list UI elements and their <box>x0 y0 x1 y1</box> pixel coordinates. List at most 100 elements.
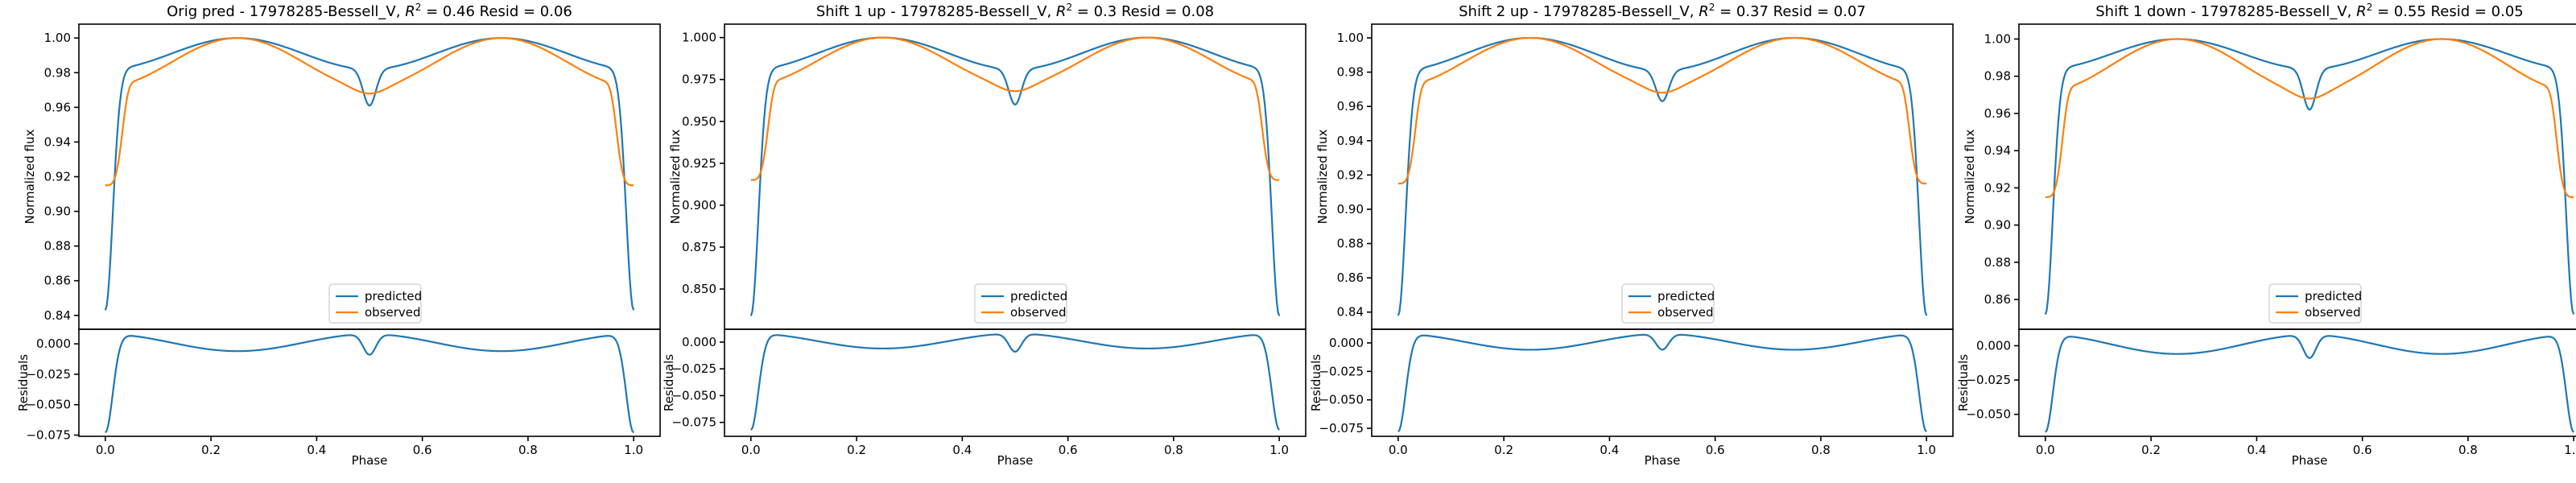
y-tick-label-top: 0.96 <box>44 100 71 114</box>
y-tick-label-bottom: 0.000 <box>1976 338 2011 353</box>
x-tick-label: 0.0 <box>2036 443 2055 457</box>
x-tick-label: 1.0 <box>1269 443 1289 457</box>
x-tick-label: 0.4 <box>952 443 972 457</box>
legend-label-observed: observed <box>1010 305 1067 320</box>
y-tick-label-top: 0.925 <box>682 156 716 171</box>
y-tick-label-top: 1.000 <box>682 31 716 45</box>
bottom-axes-frame <box>2018 328 2576 437</box>
y-tick-label-bottom: −0.025 <box>671 361 716 376</box>
legend-label-predicted: predicted <box>1657 289 1715 303</box>
x-tick-label: 0.4 <box>1600 443 1619 457</box>
y-tick-label-top: 0.94 <box>1984 143 2011 158</box>
legend-label-observed: observed <box>365 305 421 320</box>
y-axis-label-bottom: Residuals <box>16 354 31 411</box>
x-tick-label: 0.0 <box>1389 443 1408 457</box>
legend: predicted observed <box>328 283 422 324</box>
legend-label-predicted: predicted <box>1010 289 1067 303</box>
legend: predicted observed <box>2268 283 2362 324</box>
y-tick-label-bottom: 0.000 <box>682 335 716 349</box>
series-line-observed <box>105 37 634 187</box>
top-axes-frame <box>78 23 661 330</box>
x-tick-label: 0.4 <box>307 443 326 457</box>
chart-panel-4: Shift 1 down - 17978285-Bessell_V, R2 = … <box>1956 2 2576 468</box>
y-tick-label-top: 0.84 <box>1337 305 1364 320</box>
series-line-observed <box>750 36 1280 181</box>
x-tick-label: 0.2 <box>1494 443 1513 457</box>
y-tick-label-top: 1.00 <box>44 31 71 45</box>
y-tick-label-top: 0.975 <box>682 72 716 87</box>
x-tick-label: 0.0 <box>96 443 115 457</box>
x-axis-label: Phase <box>997 453 1034 468</box>
y-tick-label-top: 0.90 <box>1984 218 2011 233</box>
y-tick-label-bottom: −0.075 <box>1319 421 1364 436</box>
y-tick-label-top: 0.90 <box>1337 202 1364 217</box>
series-line-predicted <box>2044 38 2575 315</box>
y-tick-label-bottom: −0.025 <box>1319 364 1364 378</box>
x-tick-label: 0.2 <box>2141 443 2161 457</box>
top-axes-frame <box>1371 23 1954 330</box>
y-tick-label-top: 0.88 <box>1337 237 1364 251</box>
series-line-residuals <box>104 334 635 434</box>
y-tick-label-top: 0.94 <box>44 134 71 149</box>
y-tick-label-top: 1.00 <box>1337 31 1364 45</box>
series-line-predicted <box>104 37 635 311</box>
x-tick-label: 0.6 <box>2353 443 2372 457</box>
x-tick-label: 0.6 <box>1706 443 1725 457</box>
y-tick-label-top: 0.98 <box>44 65 71 80</box>
x-tick-label: 1.0 <box>2564 443 2576 457</box>
y-axis-label-top: Normalized flux <box>668 130 683 225</box>
y-tick-label-top: 0.92 <box>44 170 71 184</box>
legend-label-observed: observed <box>2305 305 2361 320</box>
y-tick-label-bottom: 0.000 <box>36 336 71 351</box>
y-axis-label-bottom: Residuals <box>1309 354 1323 411</box>
y-tick-label-bottom: −0.025 <box>1966 373 2011 387</box>
y-tick-label-top: 0.96 <box>1337 99 1364 114</box>
bottom-axes-frame <box>1371 328 1954 437</box>
y-tick-label-top: 0.94 <box>1337 134 1364 148</box>
y-axis-label-top: Normalized flux <box>1963 130 1977 225</box>
x-tick-label: 0.4 <box>2247 443 2266 457</box>
y-tick-label-top: 0.88 <box>44 239 71 254</box>
y-tick-label-bottom: −0.025 <box>26 367 71 382</box>
y-tick-label-top: 0.86 <box>44 274 71 288</box>
x-tick-label: 0.8 <box>1811 443 1831 457</box>
series-line-observed <box>1397 36 1927 185</box>
y-tick-label-top: 0.950 <box>682 114 716 129</box>
y-tick-label-bottom: −0.050 <box>671 388 716 402</box>
y-tick-label-top: 0.875 <box>682 240 716 254</box>
x-axis-label: Phase <box>352 453 388 468</box>
y-axis-label-bottom: Residuals <box>662 354 676 411</box>
y-tick-label-bottom: 0.000 <box>1329 336 1364 350</box>
x-axis-label: Phase <box>2292 453 2328 468</box>
y-axis-label-top: Normalized flux <box>23 130 37 225</box>
y-tick-label-top: 0.92 <box>1337 167 1364 182</box>
y-tick-label-top: 0.84 <box>44 308 71 323</box>
series-line-residuals <box>749 333 1281 431</box>
y-tick-label-top: 0.88 <box>1984 255 2011 270</box>
series-line-predicted <box>749 36 1281 316</box>
y-tick-label-top: 0.96 <box>1984 106 2011 121</box>
chart-title: Shift 2 up - 17978285-Bessell_V, R2 = 0.… <box>1459 2 1866 20</box>
y-tick-label-bottom: −0.050 <box>26 398 71 412</box>
y-tick-label-top: 0.86 <box>1337 270 1364 285</box>
chart-panel-2: Shift 1 up - 17978285-Bessell_V, R2 = 0.… <box>662 2 1307 468</box>
x-tick-label: 0.2 <box>201 443 221 457</box>
series-line-residuals <box>1397 333 1928 433</box>
legend: predicted observed <box>974 283 1067 324</box>
y-tick-label-top: 0.98 <box>1984 69 2011 84</box>
y-tick-label-bottom: −0.075 <box>671 415 716 430</box>
x-tick-label: 0.2 <box>847 443 866 457</box>
y-tick-label-bottom: −0.050 <box>1966 407 2011 422</box>
y-tick-label-top: 0.90 <box>44 204 71 219</box>
x-tick-label: 0.8 <box>2458 443 2478 457</box>
chart-panel-3: Shift 2 up - 17978285-Bessell_V, R2 = 0.… <box>1309 2 1954 468</box>
chart-title: Orig pred - 17978285-Bessell_V, R2 = 0.4… <box>167 2 572 20</box>
x-tick-label: 0.6 <box>1059 443 1078 457</box>
x-axis-label: Phase <box>1645 453 1681 468</box>
y-tick-label-top: 0.850 <box>682 282 716 296</box>
chart-title: Shift 1 down - 17978285-Bessell_V, R2 = … <box>2095 2 2523 20</box>
top-axes-frame <box>724 23 1307 330</box>
y-tick-label-top: 0.92 <box>1984 180 2011 195</box>
y-tick-label-top: 0.900 <box>682 198 716 213</box>
legend-label-predicted: predicted <box>365 289 422 303</box>
